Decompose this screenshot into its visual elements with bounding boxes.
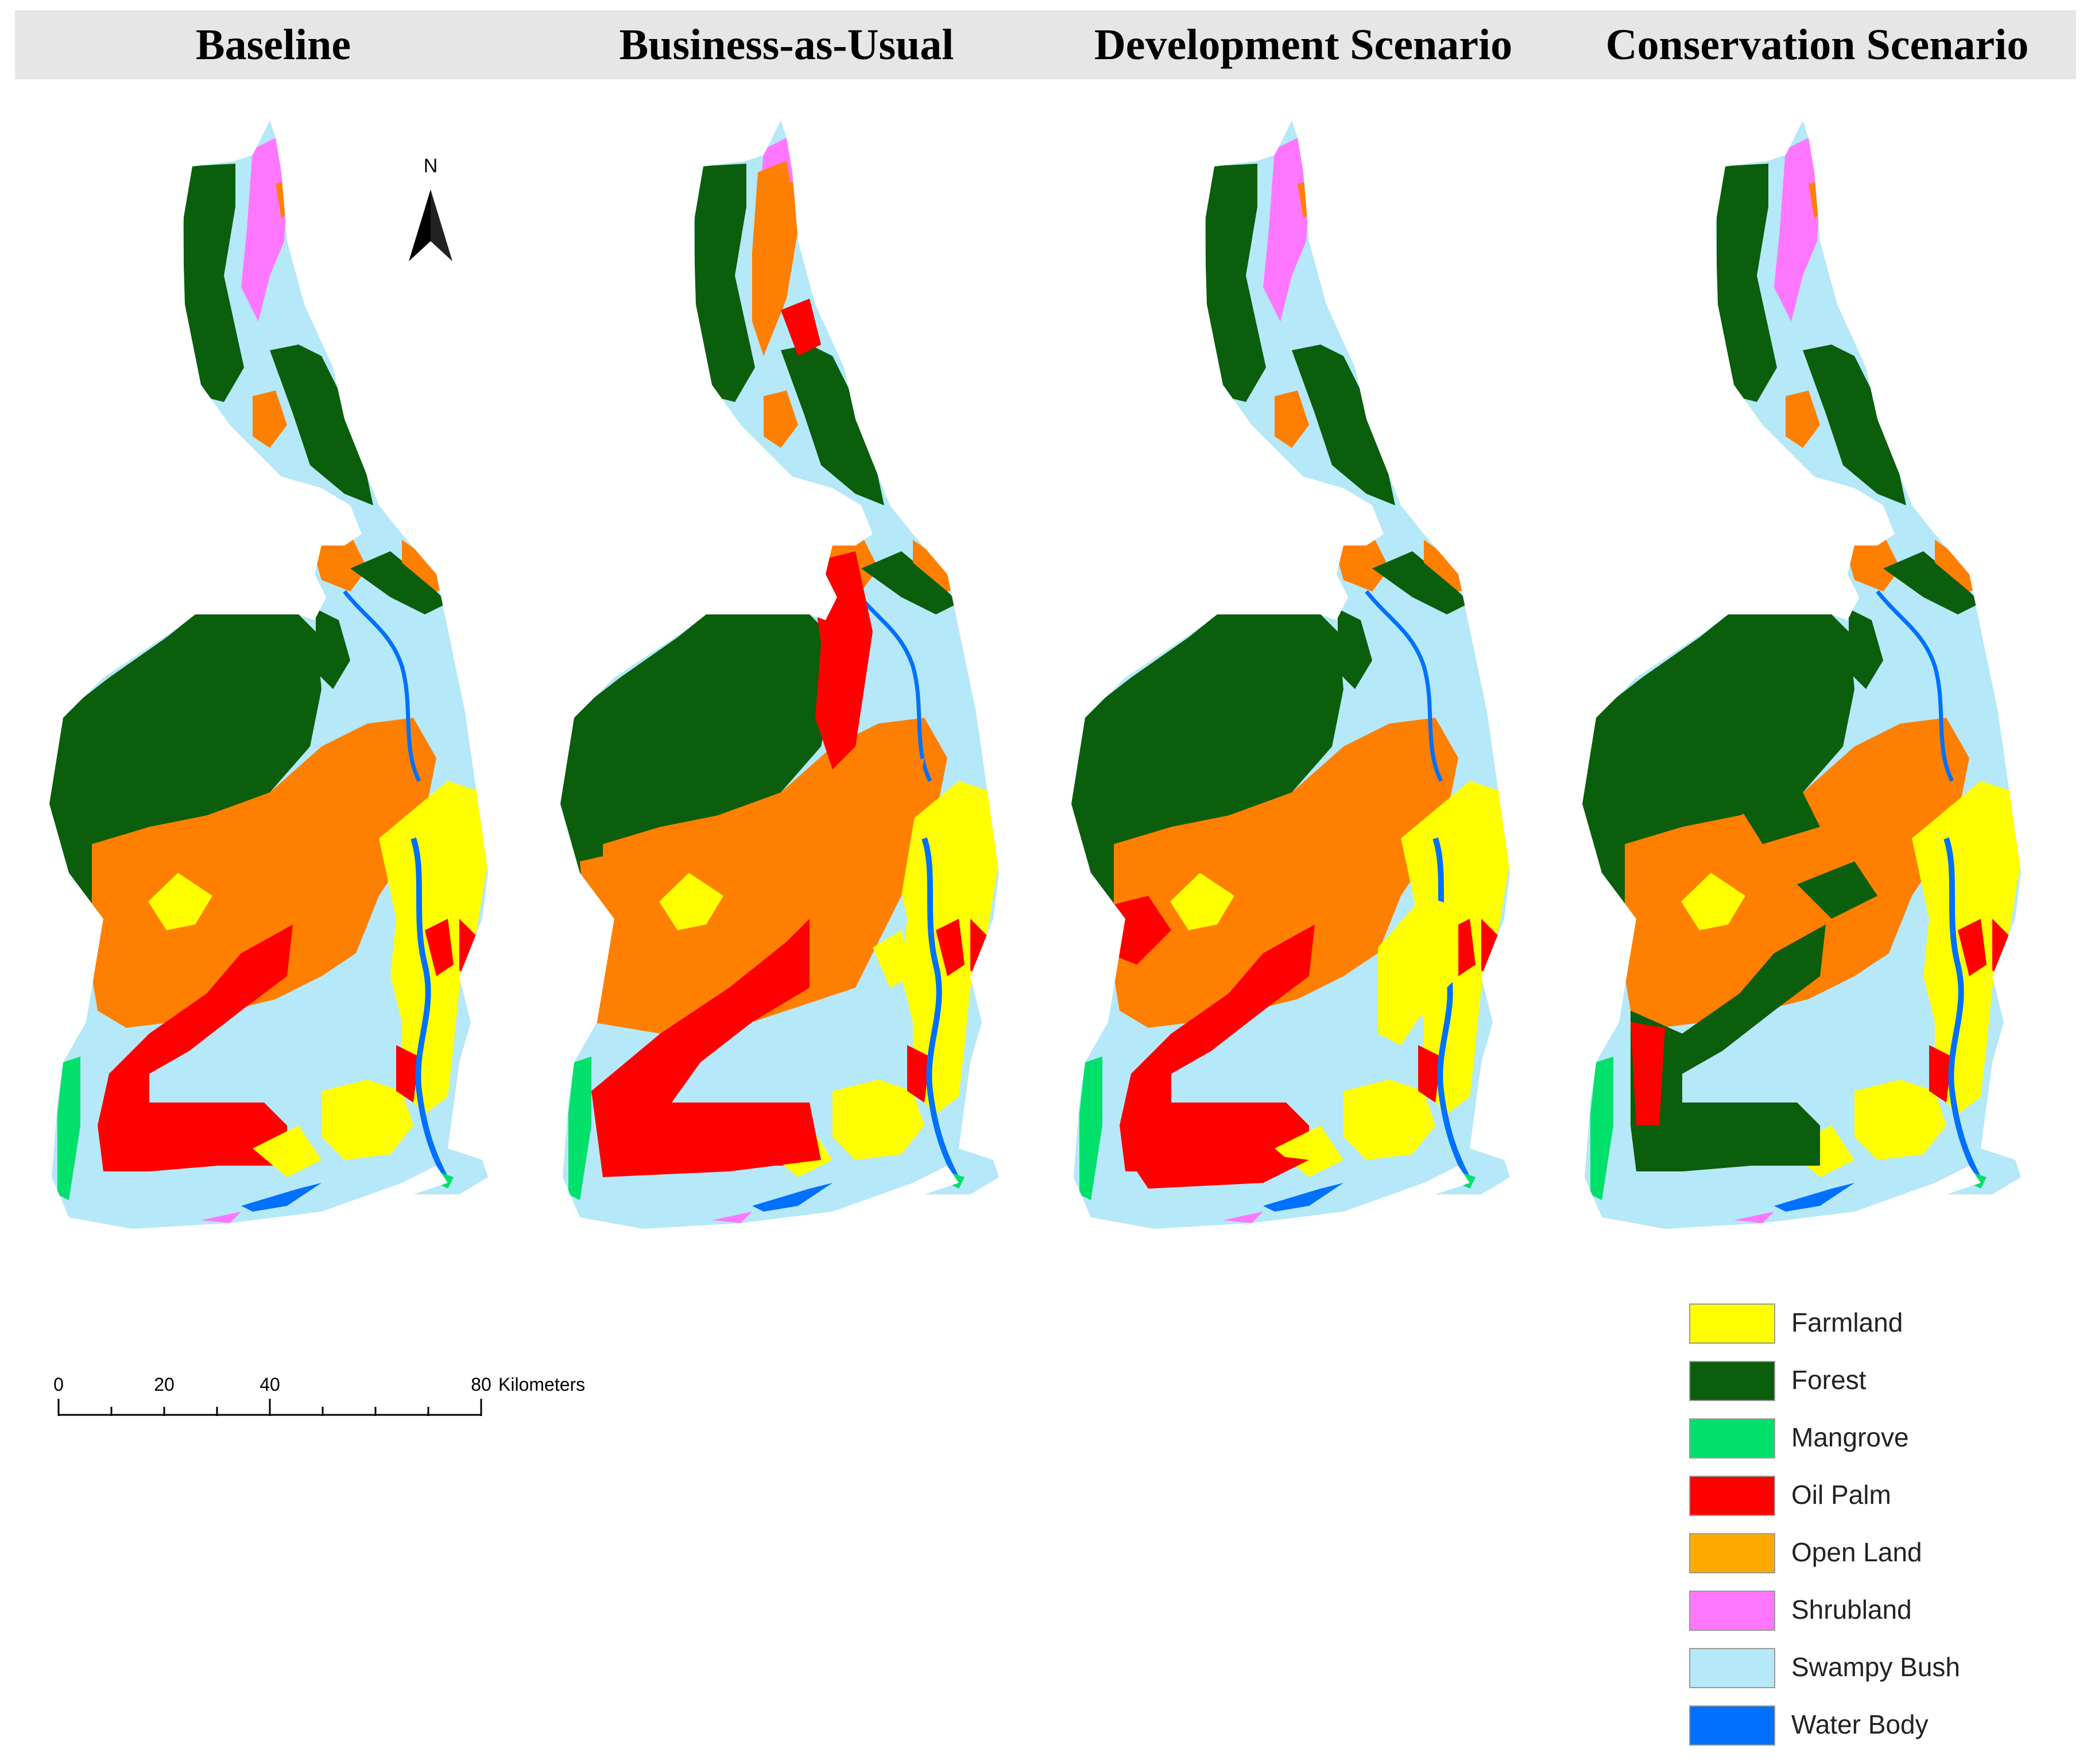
legend-swatch-water-body bbox=[1689, 1705, 1775, 1746]
scale-tick-80: 80 bbox=[471, 1374, 491, 1395]
legend-item-shrubland: Shrubland bbox=[1682, 1591, 2027, 1637]
legend-label-water-body: Water Body bbox=[1791, 1709, 1929, 1739]
scale-bar: 0 20 40 80 Kilometers bbox=[53, 1374, 585, 1416]
legend-swatch-forest bbox=[1689, 1361, 1775, 1401]
north-arrow-icon: N bbox=[409, 155, 452, 261]
map-business-as-usual bbox=[511, 103, 1039, 1252]
map-conservation bbox=[1533, 103, 2061, 1252]
scale-tick-0: 0 bbox=[53, 1374, 64, 1395]
legend-label-open-land: Open Land bbox=[1791, 1537, 1922, 1567]
legend-label-farmland: Farmland bbox=[1791, 1307, 1903, 1337]
legend-swatch-swampy-bush bbox=[1689, 1648, 1775, 1688]
panel-title-business-as-usual: Business-as-Usual bbox=[619, 21, 954, 69]
north-label: N bbox=[424, 155, 438, 177]
panel-title-baseline: Baseline bbox=[195, 21, 351, 69]
legend-label-forest: Forest bbox=[1791, 1365, 1867, 1395]
legend-label-shrubland: Shrubland bbox=[1791, 1595, 1912, 1624]
legend-swatch-oil-palm bbox=[1689, 1476, 1775, 1516]
panel-title-conservation: Conservation Scenario bbox=[1605, 21, 2029, 69]
legend-item-forest: Forest bbox=[1682, 1361, 2027, 1407]
legend-item-open-land: Open Land bbox=[1682, 1533, 2027, 1579]
map-development bbox=[1022, 103, 1550, 1252]
map-baseline bbox=[0, 103, 528, 1252]
legend-item-oil-palm: Oil Palm bbox=[1682, 1476, 2027, 1522]
legend-swatch-shrubland bbox=[1689, 1591, 1775, 1631]
scale-tick-20: 20 bbox=[154, 1374, 175, 1395]
legend: Farmland Forest Mangrove Oil Palm Open L… bbox=[1682, 1298, 2004, 1757]
legend-item-mangrove: Mangrove bbox=[1682, 1418, 2027, 1464]
legend-label-mangrove: Mangrove bbox=[1791, 1422, 1909, 1452]
title-bar bbox=[15, 10, 2076, 79]
legend-item-farmland: Farmland bbox=[1682, 1303, 2027, 1349]
legend-swatch-mangrove bbox=[1689, 1418, 1775, 1459]
legend-swatch-farmland bbox=[1689, 1303, 1775, 1344]
scale-unit: Kilometers bbox=[498, 1374, 585, 1395]
scenario-maps bbox=[0, 0, 2087, 1263]
legend-item-water-body: Water Body bbox=[1682, 1705, 2027, 1751]
legend-label-swampy-bush: Swampy Bush bbox=[1791, 1652, 1961, 1682]
legend-swatch-open-land bbox=[1689, 1533, 1775, 1573]
panel-title-development: Development Scenario bbox=[1094, 21, 1513, 69]
scale-tick-40: 40 bbox=[260, 1374, 280, 1395]
legend-label-oil-palm: Oil Palm bbox=[1791, 1480, 1891, 1510]
legend-item-swampy-bush: Swampy Bush bbox=[1682, 1648, 2027, 1694]
